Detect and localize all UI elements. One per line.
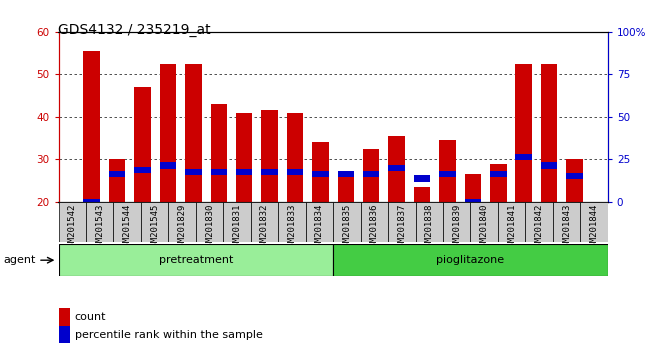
Bar <box>333 202 361 242</box>
Bar <box>414 187 430 202</box>
Bar <box>337 171 354 177</box>
Bar <box>312 171 329 177</box>
Bar <box>363 171 380 177</box>
Text: GSM201832: GSM201832 <box>260 204 269 252</box>
Text: GSM201830: GSM201830 <box>205 204 214 252</box>
Bar <box>363 149 380 202</box>
Bar <box>160 162 176 169</box>
Text: count: count <box>75 312 106 322</box>
Text: GSM201545: GSM201545 <box>150 204 159 252</box>
Bar <box>389 165 405 171</box>
Text: GSM201829: GSM201829 <box>177 204 187 252</box>
Text: pretreatment: pretreatment <box>159 255 233 265</box>
Bar <box>261 169 278 175</box>
Bar <box>58 244 333 276</box>
Text: agent: agent <box>3 255 36 265</box>
Bar <box>361 202 388 242</box>
Bar <box>337 172 354 202</box>
Bar <box>443 202 471 242</box>
Bar <box>515 154 532 160</box>
Text: GSM201543: GSM201543 <box>95 204 104 252</box>
Bar <box>83 51 100 202</box>
Bar <box>552 202 580 242</box>
Text: GSM201844: GSM201844 <box>590 204 599 252</box>
Text: GSM201542: GSM201542 <box>68 204 77 252</box>
Bar <box>566 173 583 179</box>
Bar <box>141 202 168 242</box>
Bar <box>251 202 278 242</box>
Text: pioglitazone: pioglitazone <box>436 255 504 265</box>
Text: GSM201837: GSM201837 <box>397 204 406 252</box>
Bar <box>109 159 125 202</box>
Bar <box>541 162 557 169</box>
Text: GSM201833: GSM201833 <box>287 204 296 252</box>
Text: GSM201544: GSM201544 <box>123 204 132 252</box>
Bar <box>312 142 329 202</box>
Bar <box>580 202 608 242</box>
Bar <box>236 169 252 175</box>
Text: GSM201842: GSM201842 <box>534 204 543 252</box>
Bar <box>185 169 202 175</box>
Text: GSM201834: GSM201834 <box>315 204 324 252</box>
Bar <box>114 202 141 242</box>
Bar <box>287 169 304 175</box>
Bar <box>471 202 498 242</box>
Text: GSM201831: GSM201831 <box>233 204 242 252</box>
Text: GSM201835: GSM201835 <box>343 204 352 252</box>
Bar <box>525 202 552 242</box>
Bar <box>261 110 278 202</box>
Text: GSM201839: GSM201839 <box>452 204 462 252</box>
Bar <box>135 87 151 202</box>
Text: GSM201836: GSM201836 <box>370 204 379 252</box>
Bar <box>278 202 306 242</box>
Bar <box>109 171 125 177</box>
Bar <box>86 202 114 242</box>
Bar <box>236 113 252 202</box>
Bar <box>83 199 100 205</box>
Bar <box>415 202 443 242</box>
Bar <box>490 171 506 177</box>
Bar <box>439 171 456 177</box>
Bar <box>211 104 227 202</box>
Text: GDS4132 / 235219_at: GDS4132 / 235219_at <box>58 23 211 37</box>
Text: GSM201843: GSM201843 <box>562 204 571 252</box>
Bar <box>566 159 583 202</box>
Bar <box>333 244 608 276</box>
Bar <box>287 113 304 202</box>
Text: GSM201838: GSM201838 <box>424 204 434 252</box>
Bar <box>211 169 227 175</box>
Bar <box>541 64 557 202</box>
Bar <box>490 164 506 202</box>
Bar <box>498 202 525 242</box>
Bar <box>389 136 405 202</box>
Text: GSM201840: GSM201840 <box>480 204 489 252</box>
Bar <box>439 140 456 202</box>
Bar <box>224 202 251 242</box>
Bar <box>465 174 481 202</box>
Bar <box>515 64 532 202</box>
Bar <box>168 202 196 242</box>
Bar <box>388 202 415 242</box>
Bar <box>196 202 224 242</box>
Bar <box>160 64 176 202</box>
Bar <box>306 202 333 242</box>
Bar <box>414 175 430 182</box>
Bar <box>135 167 151 173</box>
Text: GSM201841: GSM201841 <box>507 204 516 252</box>
Bar <box>185 64 202 202</box>
Text: percentile rank within the sample: percentile rank within the sample <box>75 330 263 339</box>
Bar <box>58 202 86 242</box>
Bar <box>465 199 481 205</box>
